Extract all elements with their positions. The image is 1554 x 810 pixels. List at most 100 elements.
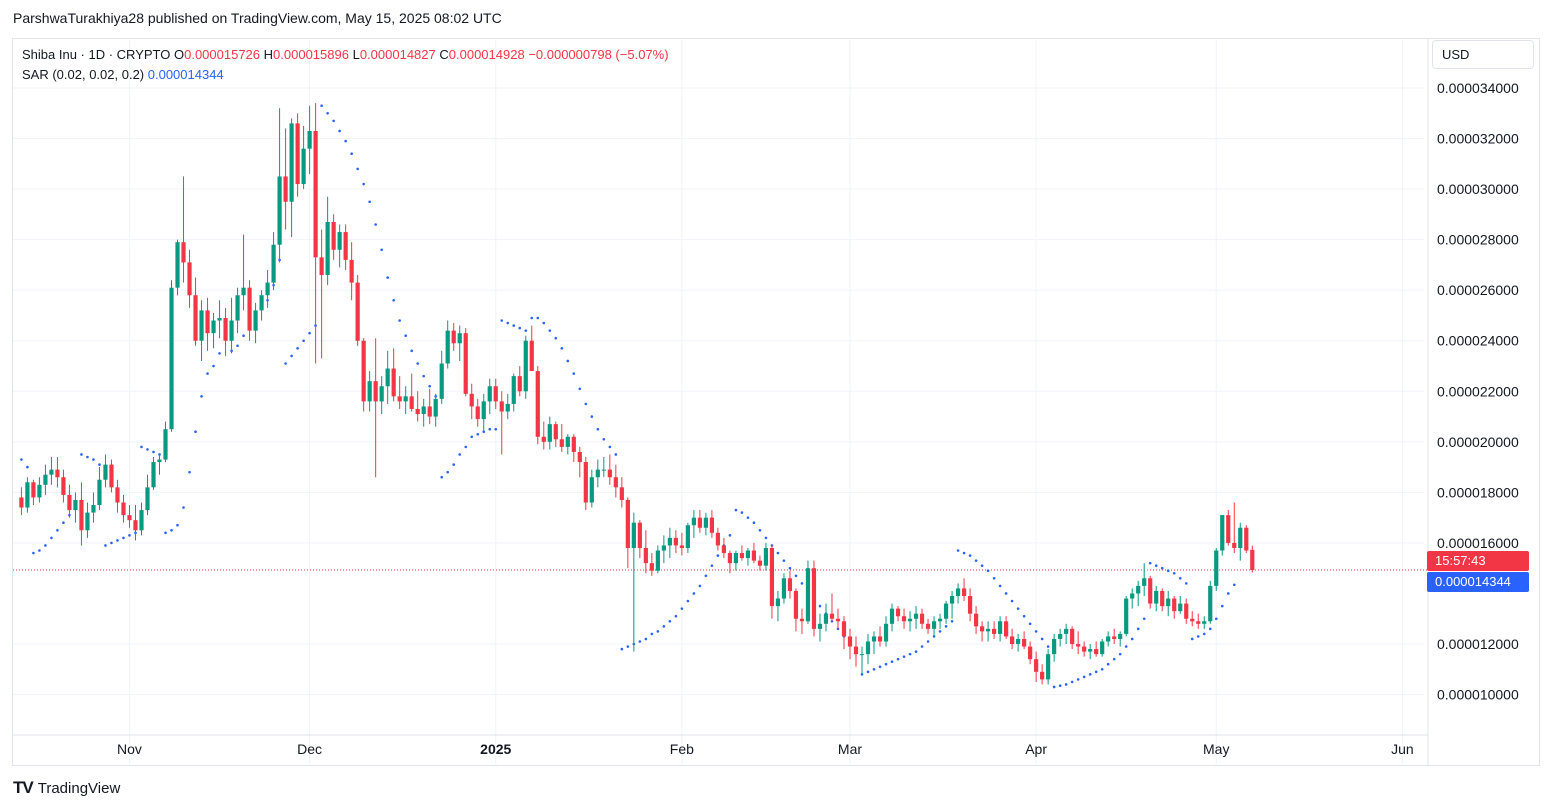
sar-dot [728, 534, 732, 537]
candle-body [1076, 644, 1081, 647]
candle-body [739, 553, 745, 559]
candle [445, 320, 450, 369]
y-tick-label: 0.000016000 [1437, 535, 1519, 551]
candle-body [925, 623, 931, 629]
candle [1016, 633, 1021, 652]
candle [217, 300, 222, 339]
sar-dot [50, 536, 53, 540]
sar-dot [182, 506, 185, 509]
sar-dot [44, 544, 47, 547]
candle [715, 527, 721, 551]
sar-price-tag: 0.000014344 [1427, 572, 1529, 592]
candle-body [433, 398, 438, 417]
candle [517, 366, 522, 397]
candle-body [361, 340, 366, 402]
candle-body [943, 603, 949, 619]
candle-body [1220, 515, 1225, 551]
candle-body [1118, 633, 1123, 639]
candle [853, 636, 859, 667]
sar-dot [1184, 582, 1188, 585]
candle [61, 469, 66, 503]
candle-body [103, 464, 108, 480]
candle [943, 601, 949, 624]
candle-body [325, 221, 330, 276]
sar-dot [668, 619, 672, 623]
currency-selector[interactable]: USD [1432, 40, 1534, 69]
candle-body [301, 148, 306, 185]
candle [1094, 641, 1099, 657]
candle-body [1250, 549, 1255, 571]
candle-body [403, 396, 408, 402]
sar-dot [164, 531, 167, 535]
sar-dot [680, 607, 684, 610]
sar-dot [326, 111, 329, 115]
sar-dot [578, 387, 582, 391]
candle-body [157, 459, 162, 463]
candle-body [679, 545, 684, 548]
candle [877, 626, 883, 647]
candle-body [919, 613, 925, 624]
candle [1022, 631, 1027, 650]
candle [475, 398, 480, 427]
candle [133, 505, 138, 541]
y-tick-label: 0.000026000 [1437, 282, 1519, 298]
candle [145, 474, 150, 516]
candle [829, 593, 835, 622]
sar-dot [62, 521, 65, 525]
candle [265, 269, 270, 308]
candle-body [265, 282, 270, 296]
candle [1052, 633, 1057, 662]
candle-body [1028, 646, 1033, 660]
candle-body [415, 408, 420, 415]
candle [565, 434, 570, 455]
sar-dot [1010, 599, 1014, 603]
sar-dot [1154, 564, 1158, 567]
candle [571, 434, 576, 463]
sar-dot [602, 438, 606, 441]
sar-label[interactable]: SAR (0.02, 0.02, 0.2) [22, 67, 145, 82]
candle-body [19, 497, 24, 508]
candle [1178, 596, 1183, 614]
candle [751, 542, 757, 564]
candle [1136, 580, 1141, 607]
candle-body [895, 608, 901, 617]
sar-dot [1070, 680, 1074, 684]
footer-brand[interactable]: TV TradingView [13, 778, 120, 798]
candle [1076, 631, 1081, 655]
candle-body [1034, 659, 1039, 672]
sar-dot [554, 336, 558, 340]
candle-body [535, 371, 540, 437]
candle-body [505, 403, 510, 412]
candle [937, 613, 943, 629]
candle [727, 550, 733, 574]
candle [949, 590, 955, 619]
legend-symbol[interactable]: Shiba Inu · 1D · CRYPTO [22, 47, 171, 62]
candle [1040, 664, 1045, 685]
candle-body [697, 517, 702, 528]
candle [211, 312, 216, 349]
sar-dot [242, 334, 245, 337]
x-tick-label: 2025 [480, 741, 511, 757]
candle [979, 621, 985, 642]
sar-dot [404, 334, 407, 337]
candle-body [553, 424, 558, 440]
sar-dot [188, 470, 191, 474]
legend-low: 0.000014827 [359, 47, 436, 62]
sar-dot [20, 458, 23, 461]
candle [631, 512, 636, 652]
candle [1064, 623, 1069, 645]
candle-body [247, 287, 252, 331]
candle [181, 176, 186, 283]
candle-body [1136, 585, 1141, 594]
candle [1154, 585, 1159, 612]
candle [901, 608, 907, 629]
candle [1130, 588, 1135, 609]
candle [481, 393, 486, 432]
candle [847, 628, 853, 660]
candle-body [1172, 598, 1177, 612]
sar-dot [644, 637, 648, 641]
candle [685, 522, 690, 554]
sar-dot [1040, 637, 1044, 641]
candle-body [619, 487, 624, 500]
